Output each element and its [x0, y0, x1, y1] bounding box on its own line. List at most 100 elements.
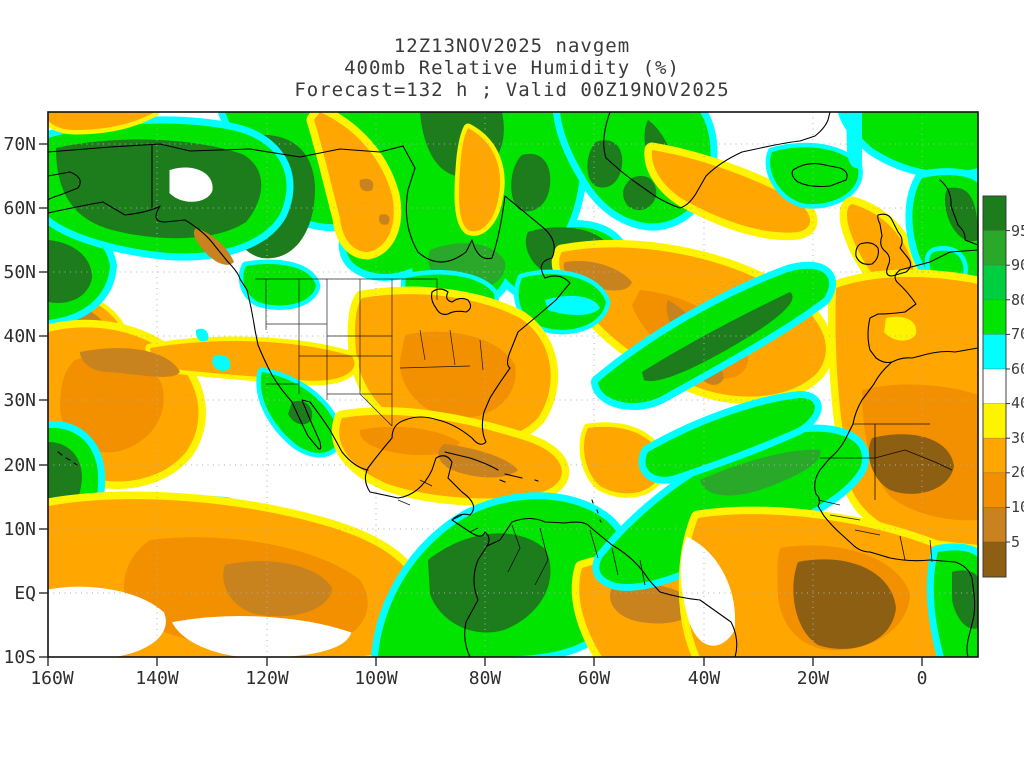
- britain-coast: [877, 213, 912, 277]
- colorbar-label: 80: [1011, 291, 1024, 309]
- coastlines: [48, 112, 978, 657]
- hispaniola-coast: [504, 473, 523, 479]
- humidity-contour-blob: [623, 176, 657, 211]
- africa-coast: [814, 361, 976, 657]
- title-valid: Forecast=132 h ; Valid 00Z19NOV2025: [294, 79, 729, 101]
- political-borders: [255, 278, 953, 586]
- humidity-contour-blob: [868, 434, 954, 494]
- latitude-axis: 70N 60N 50N 40N 30N 20N 10N EQ 10S: [3, 134, 48, 668]
- humidity-contour-blob: [193, 228, 234, 265]
- humidity-contour-blob: [587, 140, 623, 188]
- lat-label: 30N: [3, 390, 36, 411]
- lon-label: 0: [917, 668, 928, 689]
- sa-west-coast: [464, 545, 488, 657]
- colorbar-label: 30: [1011, 429, 1024, 447]
- lat-label: EQ: [14, 583, 36, 604]
- humidity-contour-blob: [765, 142, 863, 209]
- hawaii-islands: [57, 451, 78, 466]
- humidity-contour-blob: [579, 422, 667, 498]
- lon-label: 160W: [30, 668, 74, 689]
- lat-label: 60N: [3, 198, 36, 219]
- humidity-contour-blob: [48, 586, 166, 657]
- jamaica: [499, 479, 506, 483]
- colorbar-swatch: [982, 437, 1007, 474]
- humidity-contour-blob: [428, 533, 551, 633]
- humidity-contour-blob: [610, 584, 698, 624]
- north-america-coast: [48, 143, 571, 547]
- humidity-contour-blob: [642, 292, 793, 382]
- humidity-contour-blob: [359, 426, 460, 456]
- great-lakes: [430, 288, 472, 315]
- humidity-contour-blob: [944, 187, 978, 242]
- ireland-coast: [855, 242, 879, 265]
- colorbar-label: 40: [1011, 394, 1024, 412]
- south-america-borders: [507, 524, 646, 586]
- colorbar-label: 10: [1011, 498, 1024, 516]
- colorbar-swatch: [982, 230, 1007, 266]
- humidity-contour-blob: [952, 570, 978, 629]
- na-west-coast: [48, 201, 369, 471]
- south-america-coast: [486, 517, 738, 657]
- humidity-contour-blob: [359, 178, 374, 192]
- lat-label: 70N: [3, 134, 36, 155]
- europe-coast: [867, 249, 978, 364]
- colorbar-label: 90: [1011, 256, 1024, 274]
- title-field: 400mb Relative Humidity (%): [344, 57, 680, 79]
- colorbar-swatch: [982, 264, 1007, 301]
- humidity-contour-blob: [212, 354, 231, 371]
- humidity-shading: [48, 112, 978, 657]
- colorbar-label: 20: [1011, 463, 1024, 481]
- humidity-contour-blob: [638, 391, 822, 484]
- colorbar: 95 90 80 70 60 40 30 20 10 5: [982, 195, 1024, 578]
- humidity-contour-blob: [48, 112, 160, 135]
- humidity-contour-blob: [399, 331, 516, 419]
- colorbar-label: 70: [1011, 325, 1024, 343]
- lat-label: 10N: [3, 519, 36, 540]
- humidity-contour-blob: [145, 336, 359, 386]
- us-state-borders: [255, 278, 484, 427]
- colorbar-label: 5: [1011, 533, 1020, 551]
- graticule: [48, 112, 978, 657]
- humidity-contour-blob: [884, 316, 917, 341]
- colorbar-frame: [982, 195, 1007, 578]
- colorbar-swatch: [982, 507, 1007, 543]
- colorbar-swatch: [982, 299, 1007, 335]
- humidity-contour-blob: [680, 536, 736, 646]
- humidity-contour-blob: [195, 328, 209, 342]
- colorbar-swatch: [982, 472, 1007, 508]
- lat-label: 10S: [3, 647, 36, 668]
- lon-label: 80W: [469, 668, 502, 689]
- colorbar-label: 95: [1011, 222, 1024, 240]
- cuba-coast: [444, 451, 499, 471]
- lat-label: 50N: [3, 262, 36, 283]
- colorbar-label: 60: [1011, 360, 1024, 378]
- humidity-contour-blob: [56, 139, 262, 239]
- iceland-coast: [791, 163, 848, 188]
- africa-borders: [817, 423, 953, 563]
- map-plot-area: [48, 112, 978, 657]
- lon-label: 20W: [797, 668, 830, 689]
- colorbar-swatch: [982, 334, 1007, 370]
- lon-label: 100W: [354, 668, 398, 689]
- colorbar-swatch: [982, 403, 1007, 439]
- bering-coast: [48, 171, 81, 201]
- humidity-contour-blob: [700, 449, 821, 496]
- colorbar-swatch: [982, 195, 1007, 231]
- central-america-borders: [397, 479, 479, 533]
- title-model-run: 12Z13NOV2025 navgem: [394, 35, 630, 57]
- lon-label: 120W: [245, 668, 289, 689]
- greenland-coast: [603, 112, 831, 209]
- lat-label: 40N: [3, 326, 36, 347]
- humidity-contour-blob: [378, 214, 390, 225]
- colorbar-swatch: [982, 368, 1007, 404]
- norway-coast: [939, 179, 978, 246]
- humidity-contour-blob: [545, 295, 600, 315]
- humidity-contour-blob: [454, 123, 505, 236]
- chart-titles: 12Z13NOV2025 navgem 400mb Relative Humid…: [294, 35, 729, 101]
- lon-label: 40W: [688, 668, 721, 689]
- humidity-contour-blob: [511, 153, 551, 212]
- humidity-contour-blob: [793, 559, 896, 649]
- lon-label: 140W: [135, 668, 179, 689]
- lat-label: 20N: [3, 455, 36, 476]
